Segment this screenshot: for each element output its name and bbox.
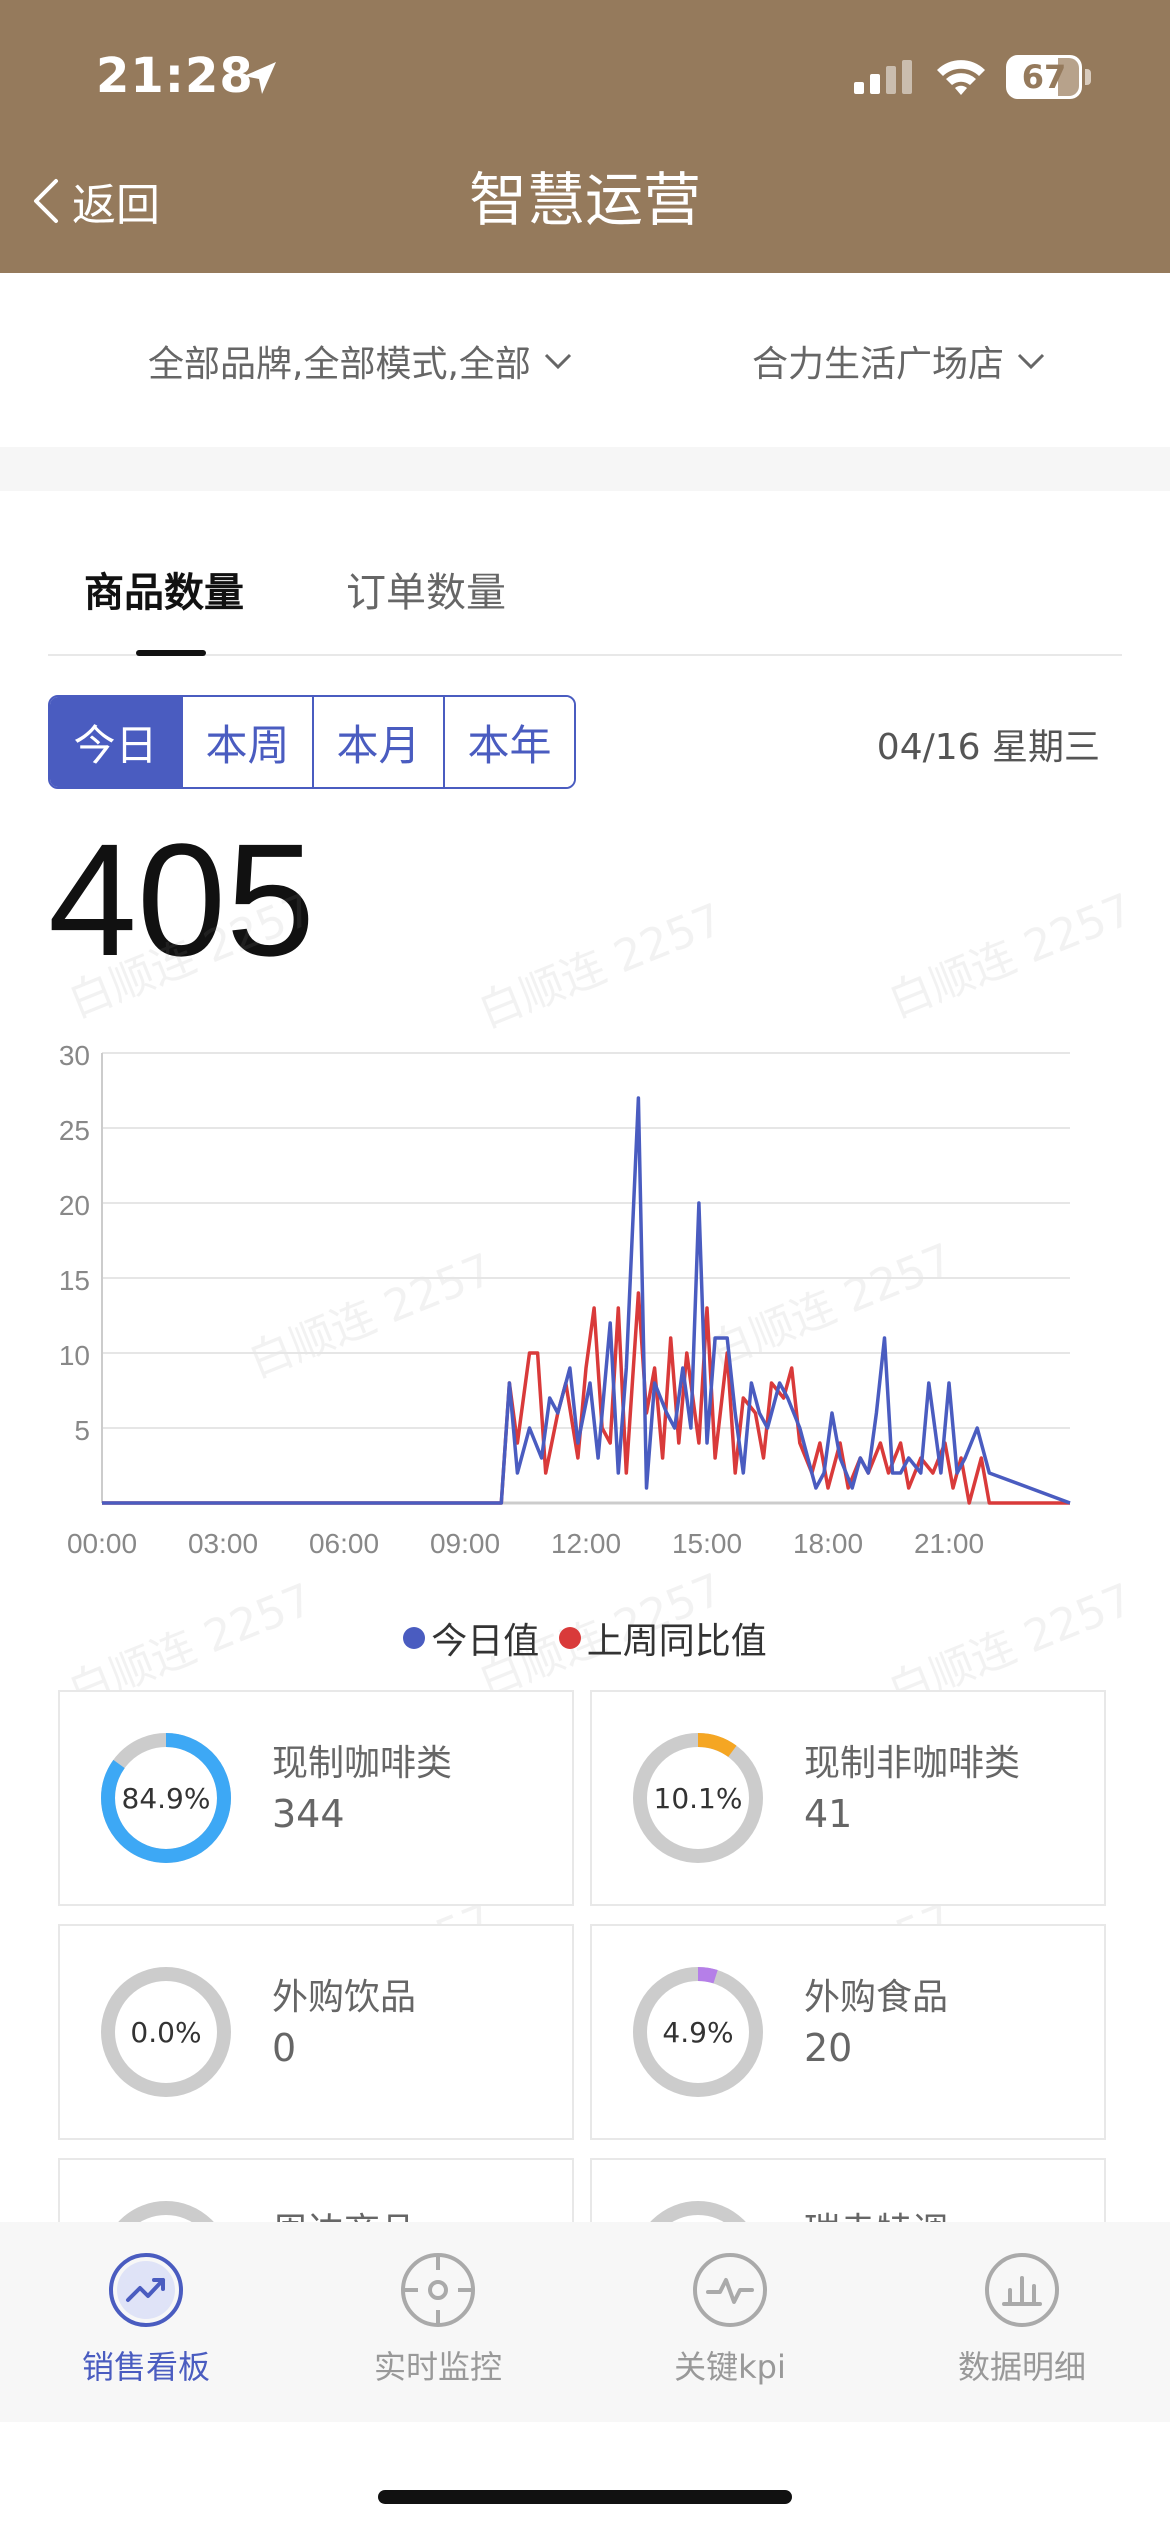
tabbar-item-data-detail[interactable]: 数据明细 <box>912 2250 1132 2388</box>
legend-last-week-label: 上周同比值 <box>586 1621 767 1662</box>
legend-last-week-dot <box>558 1627 581 1649</box>
target-icon <box>401 2253 475 2327</box>
sales-line-chart: 5 10 15 20 25 30 00:00 03:00 06:00 09:00 12:00 15:0… <box>59 1040 1071 1559</box>
donut-chart <box>633 1733 763 1863</box>
category-percent: 0.0% <box>130 2015 202 2049</box>
period-selector: 今日 本周 本月 本年 <box>48 695 576 789</box>
bottom-safe-area <box>0 2422 1170 2532</box>
chevron-left-icon <box>34 179 58 223</box>
brand-filter-label: 全部品牌,全部模式,全部 <box>148 344 531 385</box>
period-week-button[interactable]: 本周 <box>181 697 312 787</box>
bottom-tab-bar: 销售看板 实时监控 关键kpi 数据明细 <box>0 2222 1170 2422</box>
category-card[interactable]: 84.9% 现制咖啡类 344 <box>58 1690 574 1906</box>
chevron-down-icon <box>1017 353 1045 370</box>
tabbar-label: 数据明细 <box>957 2348 1086 2386</box>
chevron-down-icon <box>544 353 571 370</box>
tab-product-count[interactable]: 商品数量 <box>84 570 244 616</box>
battery-level: 67 <box>1021 58 1067 96</box>
y-tick-label: 20 <box>59 1190 90 1221</box>
section-divider <box>0 447 1170 491</box>
tabbar-item-realtime-monitor[interactable]: 实时监控 <box>328 2250 548 2388</box>
series-line-today <box>102 1096 1071 1505</box>
status-time: 21:28 <box>96 48 254 104</box>
page-title: 智慧运营 <box>468 166 701 234</box>
brand-filter-dropdown[interactable]: 全部品牌,全部模式,全部 <box>148 335 573 387</box>
x-tick-label: 03:00 <box>188 1528 258 1559</box>
legend-today-dot <box>403 1627 426 1649</box>
category-name: 现制咖啡类 <box>272 1743 453 1784</box>
trending-up-icon <box>109 2253 183 2327</box>
category-name: 外购食品 <box>804 1977 949 2018</box>
legend-today-label: 今日值 <box>431 1621 540 1662</box>
period-year-button[interactable]: 本年 <box>443 697 574 787</box>
category-card[interactable]: 0.0% 外购饮品 0 <box>58 1924 574 2140</box>
category-card[interactable]: 4.9% 外购食品 20 <box>590 1924 1106 2140</box>
filter-bar: 全部品牌,全部模式,全部 合力生活广场店 <box>0 273 1170 447</box>
category-name: 现制非咖啡类 <box>804 1743 1021 1784</box>
home-indicator <box>378 2490 792 2504</box>
legend-today: 今日值 <box>403 1612 539 1664</box>
period-month-button[interactable]: 本月 <box>312 697 443 787</box>
tabbar-label: 实时监控 <box>373 2348 502 2386</box>
tabbar-item-sales-board[interactable]: 销售看板 <box>36 2250 256 2388</box>
category-percent: 84.9% <box>121 1781 211 1815</box>
cellular-signal-icon <box>854 60 912 94</box>
tabbar-item-key-kpi[interactable]: 关键kpi <box>620 2250 840 2388</box>
series-line-last-week <box>102 1291 1070 1505</box>
metric-tabs: 商品数量 订单数量 <box>48 490 1122 656</box>
back-label: 返回 <box>72 180 160 231</box>
pulse-icon <box>693 2253 767 2327</box>
category-value: 0 <box>272 2026 297 2070</box>
x-tick-label: 06:00 <box>309 1528 379 1559</box>
legend-last-week: 上周同比值 <box>558 1612 767 1664</box>
location-arrow-icon <box>244 62 276 94</box>
watermark: 白顺连 2257 <box>471 894 730 1039</box>
category-value: 344 <box>272 1792 345 1836</box>
tabbar-label: 关键kpi <box>674 2348 786 2386</box>
bar-chart-icon <box>985 2253 1059 2327</box>
app-header: 21:28 67 返回 智慧运营 <box>0 0 1170 273</box>
category-value: 41 <box>804 1792 853 1836</box>
chart-legend: 今日值 上周同比值 <box>0 1612 1170 1664</box>
watermark: 白顺连 2257 <box>881 884 1140 1029</box>
x-tick-label: 18:00 <box>793 1528 863 1559</box>
y-tick-label: 10 <box>59 1340 90 1371</box>
x-tick-label: 21:00 <box>914 1528 984 1559</box>
x-tick-label: 12:00 <box>551 1528 621 1559</box>
active-tab-indicator <box>136 650 206 656</box>
tabbar-label: 销售看板 <box>81 2348 210 2386</box>
y-tick-label: 15 <box>59 1265 90 1296</box>
back-button[interactable]: 返回 <box>28 168 160 234</box>
category-percent: 4.9% <box>662 2015 734 2049</box>
category-card[interactable]: 10.1% 现制非咖啡类 41 <box>590 1690 1106 1906</box>
x-tick-label: 09:00 <box>430 1528 500 1559</box>
y-tick-label: 5 <box>74 1415 90 1446</box>
category-percent: 10.1% <box>653 1781 743 1815</box>
period-today-button[interactable]: 今日 <box>50 697 181 787</box>
donut-chart <box>101 1967 231 2097</box>
donut-chart <box>633 1967 763 2097</box>
battery-indicator: 67 <box>1006 55 1091 99</box>
x-tick-label: 15:00 <box>672 1528 742 1559</box>
store-filter-dropdown[interactable]: 合力生活广场店 <box>752 335 1046 387</box>
wifi-icon <box>937 60 985 95</box>
store-filter-label: 合力生活广场店 <box>752 344 1005 385</box>
tab-order-count[interactable]: 订单数量 <box>346 570 506 616</box>
x-tick-label: 00:00 <box>67 1528 137 1559</box>
y-tick-label: 30 <box>59 1040 90 1071</box>
total-product-count: 405 <box>48 810 315 989</box>
y-tick-label: 25 <box>59 1115 90 1146</box>
category-name: 外购饮品 <box>272 1977 417 2018</box>
current-date: 04/16 星期三 <box>876 727 1100 768</box>
category-value: 20 <box>804 2026 853 2070</box>
donut-chart <box>101 1733 231 1863</box>
